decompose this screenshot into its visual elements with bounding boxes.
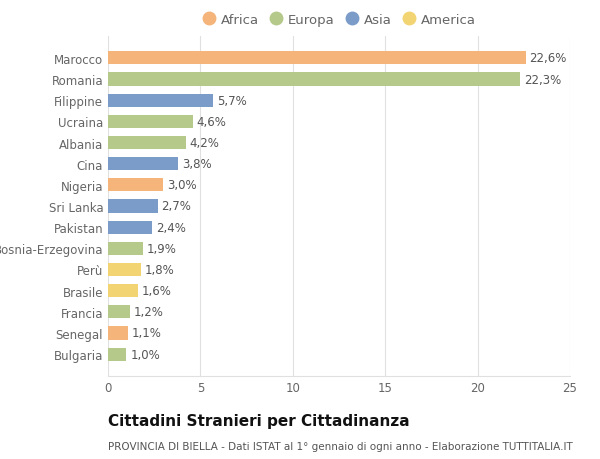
Bar bbox=[108, 200, 158, 213]
Text: 22,6%: 22,6% bbox=[529, 52, 567, 65]
Text: 1,1%: 1,1% bbox=[132, 327, 162, 340]
Text: 1,9%: 1,9% bbox=[147, 242, 176, 255]
Text: 22,3%: 22,3% bbox=[524, 73, 561, 86]
Bar bbox=[108, 179, 163, 192]
Text: PROVINCIA DI BIELLA - Dati ISTAT al 1° gennaio di ogni anno - Elaborazione TUTTI: PROVINCIA DI BIELLA - Dati ISTAT al 1° g… bbox=[108, 441, 573, 451]
Text: 1,6%: 1,6% bbox=[141, 285, 171, 297]
Bar bbox=[108, 306, 130, 319]
Bar bbox=[108, 348, 127, 361]
Bar bbox=[108, 263, 141, 276]
Bar bbox=[108, 116, 193, 129]
Text: 1,0%: 1,0% bbox=[130, 348, 160, 361]
Bar bbox=[108, 158, 178, 171]
Text: 1,8%: 1,8% bbox=[145, 263, 175, 276]
Text: 1,2%: 1,2% bbox=[134, 306, 164, 319]
Text: 2,4%: 2,4% bbox=[156, 221, 186, 234]
Bar bbox=[108, 285, 137, 297]
Bar bbox=[108, 52, 526, 65]
Bar bbox=[108, 73, 520, 86]
Text: 4,2%: 4,2% bbox=[190, 137, 219, 150]
Text: Cittadini Stranieri per Cittadinanza: Cittadini Stranieri per Cittadinanza bbox=[108, 413, 410, 428]
Bar bbox=[108, 95, 214, 107]
Text: 3,0%: 3,0% bbox=[167, 179, 197, 192]
Bar bbox=[108, 221, 152, 234]
Bar bbox=[108, 327, 128, 340]
Legend: Africa, Europa, Asia, America: Africa, Europa, Asia, America bbox=[199, 9, 479, 31]
Bar bbox=[108, 242, 143, 255]
Text: 5,7%: 5,7% bbox=[217, 95, 247, 107]
Text: 2,7%: 2,7% bbox=[161, 200, 191, 213]
Text: 4,6%: 4,6% bbox=[197, 116, 227, 129]
Text: 3,8%: 3,8% bbox=[182, 158, 212, 171]
Bar bbox=[108, 137, 185, 150]
